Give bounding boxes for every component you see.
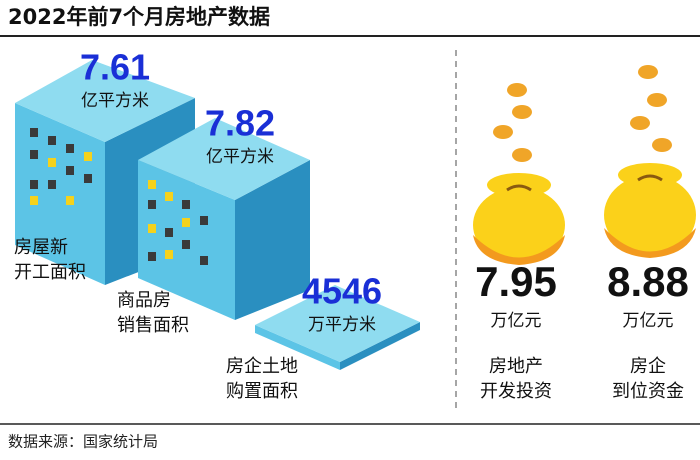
label: 购置面积	[226, 381, 298, 402]
value: 7.61	[80, 47, 150, 88]
unit: 亿平方米	[81, 91, 149, 111]
value: 7.95	[475, 258, 557, 305]
label: 销售面积	[117, 315, 189, 336]
coin-bag-1	[473, 83, 565, 265]
label: 开工面积	[14, 262, 86, 283]
value: 4546	[302, 271, 382, 312]
value: 7.82	[205, 103, 275, 144]
coin-bag-2	[604, 65, 696, 258]
land-slab	[255, 285, 420, 370]
unit: 亿平方米	[206, 147, 274, 167]
label: 房企	[630, 356, 666, 377]
unit: 万亿元	[623, 311, 674, 331]
label: 开发投资	[480, 381, 552, 402]
title: 2022年前7个月房地产数据	[8, 5, 270, 29]
label: 房屋新	[14, 237, 68, 258]
value: 8.88	[607, 258, 689, 305]
source: 数据来源：国家统计局	[8, 433, 158, 451]
label: 房地产	[489, 356, 543, 377]
label: 商品房	[117, 290, 171, 311]
label: 到位资金	[612, 381, 684, 402]
label: 房企土地	[226, 356, 298, 377]
unit: 万亿元	[491, 311, 542, 331]
unit: 万平方米	[308, 315, 376, 335]
building-2	[138, 118, 310, 320]
